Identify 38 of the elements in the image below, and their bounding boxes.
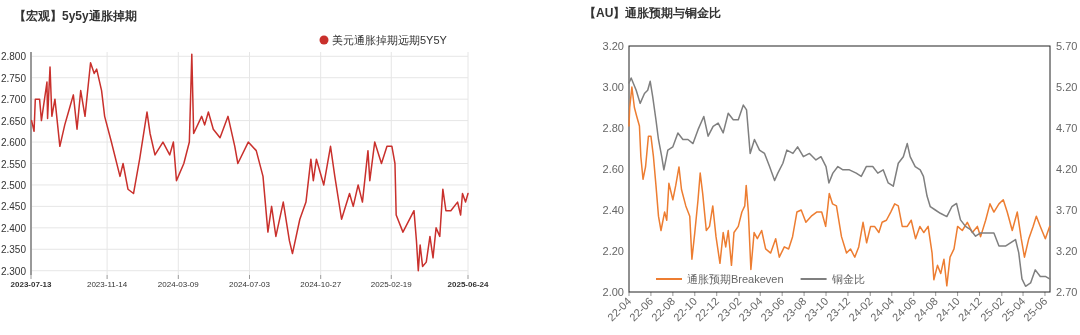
chart-title: 【AU】通胀预期与铜金比 xyxy=(584,6,722,20)
y-tick-label: 2.300 xyxy=(0,265,27,277)
y-tick-label: 2.550 xyxy=(0,158,27,170)
x-tick-label: 2024-07-03 xyxy=(229,280,271,289)
x-tick-label: 2023-11-14 xyxy=(86,280,128,289)
y-tick-label: 2.350 xyxy=(0,244,27,256)
y-tick-label: 2.700 xyxy=(0,94,27,106)
y-tick-label: 2.650 xyxy=(0,115,27,127)
y-tick-label: 2.600 xyxy=(0,137,27,149)
y-tick-label: 2.60 xyxy=(602,163,624,175)
y-tick-label: 2.00 xyxy=(602,286,624,298)
y-tick-label: 2.450 xyxy=(0,201,27,213)
y-tick-label: 3.20 xyxy=(602,40,624,52)
y2-tick-label: 5.70 xyxy=(1056,40,1078,52)
y2-tick-label: 4.70 xyxy=(1056,122,1078,134)
y2-tick-label: 3.20 xyxy=(1056,245,1078,257)
x-tick-label: 2025-02-19 xyxy=(370,280,413,289)
y-tick-label: 2.750 xyxy=(0,72,27,84)
y-tick-label: 2.40 xyxy=(602,204,624,216)
x-tick-label: 2023-07-13 xyxy=(10,280,53,289)
y-tick-label: 2.400 xyxy=(0,222,27,234)
y-tick-label: 2.800 xyxy=(0,51,27,63)
legend-label: 铜金比 xyxy=(830,273,865,285)
y2-tick-label: 3.70 xyxy=(1056,204,1078,216)
y-tick-label: 3.00 xyxy=(602,81,624,93)
y-tick-label: 2.20 xyxy=(602,245,624,257)
x-tick-label: 2025-06-24 xyxy=(447,280,490,289)
legend-label: 美元通胀掉期远期5Y5Y xyxy=(332,34,448,46)
chart-title: 【宏观】5y5y通胀掉期 xyxy=(14,9,137,23)
legend-label: 通胀预期Breakeven xyxy=(687,273,784,285)
line-series xyxy=(30,53,469,272)
y2-tick-label: 5.20 xyxy=(1056,81,1078,93)
y2-tick-label: 4.20 xyxy=(1056,163,1078,175)
y-tick-label: 2.500 xyxy=(0,179,27,191)
x-tick-label: 2024-03-09 xyxy=(157,280,200,289)
y-tick-label: 2.80 xyxy=(602,122,624,134)
x-tick-label: 2024-10-27 xyxy=(300,280,342,289)
y2-tick-label: 2.70 xyxy=(1056,286,1078,298)
